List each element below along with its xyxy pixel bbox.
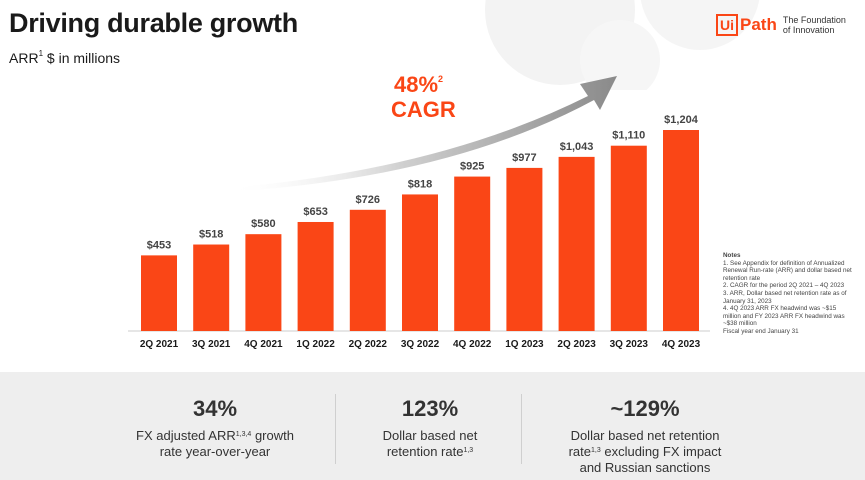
stat-desc-line3: and Russian sanctions	[579, 460, 711, 475]
logo-tagline-line1: The Foundation	[782, 15, 846, 25]
note-line: Fiscal year end January 31	[723, 327, 799, 335]
note-line: 2. CAGR for the period 2Q 2021 – 4Q 2023	[723, 282, 845, 290]
stat-footnote: 1,3	[591, 447, 601, 454]
stat-divider	[335, 394, 336, 464]
stat-desc-line1: FX adjusted ARR1,3,4 growth	[110, 428, 320, 444]
stat-description: Dollar based net retention rate1,3 exclu…	[530, 428, 760, 476]
note-line: 4. 4Q 2023 ARR FX headwind was ~$15 mill…	[723, 305, 845, 328]
bar-value-label: $925	[460, 161, 484, 173]
x-tick-label: 2Q 2022	[349, 339, 388, 350]
stat-desc-line2: rate year-over-year	[159, 444, 271, 459]
stats-footer: 34% FX adjusted ARR1,3,4 growth rate yea…	[0, 372, 865, 480]
deco-circle	[640, 0, 760, 50]
stat-desc-text: retention rate	[386, 444, 464, 459]
bar-3q-2022	[402, 194, 438, 331]
bar-value-label: $453	[147, 239, 171, 251]
stat-desc-text: growth	[251, 428, 294, 443]
bar-2q-2022	[349, 209, 386, 331]
bar-1q-2022	[297, 221, 334, 331]
deco-circle	[580, 20, 660, 90]
bar-4q-2022	[454, 176, 491, 331]
bar-2q-2021	[141, 255, 177, 331]
stat-net-retention: 123% Dollar based net retention rate1,3	[340, 396, 520, 460]
x-tick-label: 2Q 2023	[557, 339, 596, 350]
x-tick-label: 3Q 2021	[192, 339, 231, 350]
bar-4q-2021	[245, 234, 282, 331]
x-tick-label: 2Q 2021	[140, 339, 179, 350]
bar-value-label: $1,110	[612, 130, 645, 142]
x-tick-label: 1Q 2023	[505, 339, 544, 350]
stat-desc-line2: retention rate1,3	[340, 444, 520, 460]
stat-net-retention-ex-fx: ~129% Dollar based net retention rate1,3…	[530, 396, 760, 476]
cagr-value: 48%2	[394, 72, 443, 98]
x-tick-label: 3Q 2023	[610, 339, 649, 350]
logo-tagline-line2: of Innovation	[782, 25, 835, 35]
stat-desc-text: excluding FX impact	[600, 444, 722, 459]
value-labels-group: $453 $518 $580 $653 $726 $818 $925 $977 $1,043 $1…	[147, 114, 699, 251]
background-decoration	[485, 0, 760, 90]
uipath-logo: Ui Path The Foundation of Innovation	[716, 14, 853, 36]
bar-value-label: $518	[199, 229, 223, 241]
notes-panel: Notes 1. See Appendix for definition of …	[723, 252, 853, 336]
stat-description: Dollar based net retention rate1,3	[340, 428, 520, 460]
stat-description: FX adjusted ARR1,3,4 growth rate year-ov…	[110, 428, 320, 460]
stat-value: 34%	[192, 396, 238, 421]
bar-3q-2021	[193, 244, 230, 331]
stat-divider	[521, 394, 522, 464]
x-tick-label: 4Q 2023	[662, 339, 701, 350]
bar-value-label: $1,043	[560, 141, 594, 153]
note-line: 1. See Appendix for definition of Annual…	[723, 259, 852, 282]
stat-desc-text: rate	[568, 444, 591, 459]
stat-desc-line1: Dollar based net retention	[570, 428, 720, 443]
logo-tagline: The Foundation of Innovation	[783, 15, 853, 35]
chart-subtitle: ARR1 $ in millions	[9, 49, 121, 66]
logo-path-text: Path	[740, 15, 777, 34]
subtitle-footnote: 1	[38, 49, 44, 58]
cagr-label: CAGR	[391, 97, 456, 122]
x-tick-labels-group: 2Q 2021 3Q 2021 4Q 2021 1Q 2022 2Q 2022 3Q 20…	[140, 339, 701, 350]
bar-1q-2023	[506, 167, 543, 331]
subtitle-arr: ARR	[9, 50, 39, 66]
subtitle-units: $ in millions	[43, 50, 121, 66]
note-line: 3. ARR, Dollar based net retention rate …	[723, 289, 847, 305]
stat-value: ~129%	[610, 396, 680, 421]
bar-value-label: $977	[512, 152, 536, 164]
notes-heading: Notes	[723, 252, 741, 259]
page-title: Driving durable growth	[9, 8, 298, 38]
stat-fx-adjusted-growth: 34% FX adjusted ARR1,3,4 growth rate yea…	[110, 396, 320, 460]
stat-desc-text: FX adjusted ARR	[136, 428, 236, 443]
bar-value-label: $1,204	[664, 114, 699, 126]
bar-value-label: $818	[408, 178, 432, 190]
x-tick-label: 4Q 2022	[453, 339, 492, 350]
cagr-footnote: 2	[438, 74, 444, 84]
bar-4q-2023	[663, 130, 699, 331]
cagr-percent: 48%	[394, 72, 439, 97]
bar-3q-2023	[610, 145, 647, 331]
bar-value-label: $580	[251, 218, 275, 230]
x-tick-label: 1Q 2022	[296, 339, 335, 350]
stat-desc-line2: rate1,3 excluding FX impact	[530, 444, 760, 460]
bar-2q-2023	[558, 156, 595, 331]
stat-footnote: 1,3	[463, 447, 474, 454]
x-tick-label: 4Q 2021	[244, 339, 283, 350]
bar-value-label: $726	[356, 194, 380, 206]
arr-bar-chart: $453 $518 $580 $653 $726 $818 $925 $977 $1,043 $1…	[128, 76, 710, 350]
bar-value-label: $653	[303, 206, 327, 218]
stat-desc-line1: Dollar based net	[382, 428, 478, 443]
stat-footnote: 1,3,4	[235, 431, 252, 438]
logo-ui-mark: Ui	[716, 14, 738, 36]
x-tick-label: 3Q 2022	[401, 339, 440, 350]
bars-group	[141, 130, 699, 331]
stat-value: 123%	[401, 396, 459, 421]
